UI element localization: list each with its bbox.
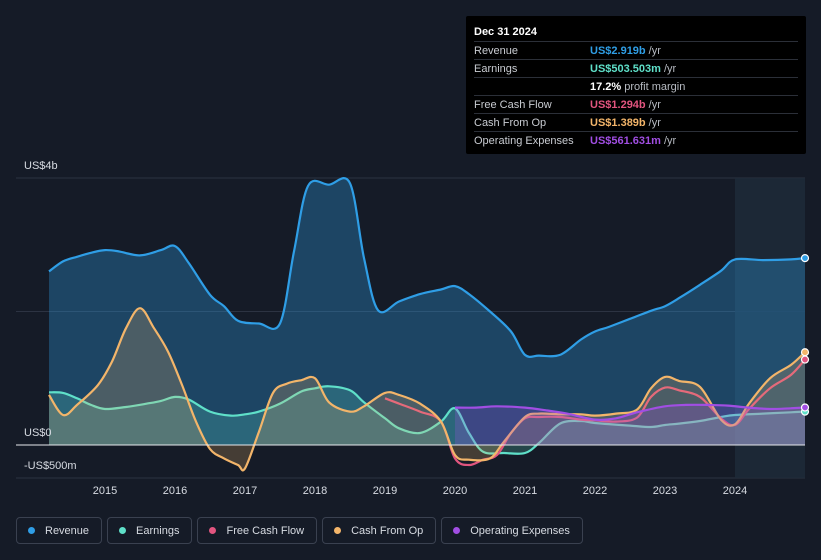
legend-dot-icon [453,527,461,534]
cash-from-op-area [49,308,805,471]
legend: Revenue Earnings Free Cash Flow Cash From O… [16,517,583,544]
tooltip-row-unit: profit margin [624,80,686,93]
tooltip-row-label: Operating Expenses [474,134,574,147]
y-label-zero: US$0 [24,427,52,439]
tooltip-row-value: US$503.503m [590,62,661,75]
x-tick-label: 2022 [582,485,608,497]
revenue-area [49,178,805,445]
forecast-region [735,178,805,478]
legend-dot-icon [28,527,35,534]
tooltip-row-value: US$2.919b [590,44,646,57]
x-tick-label: 2016 [162,485,188,497]
data-tooltip: Dec 31 2024 Revenue US$2.919b/yr Earnings U… [466,16,806,154]
legend-dot-icon [119,527,127,534]
tooltip-row: Free Cash Flow US$1.294b/yr [474,95,798,113]
operating-expenses-line [454,403,806,422]
tooltip-row-unit: /yr [663,134,677,147]
revenue-line [48,177,806,358]
x-tick-label: 2017 [232,485,258,497]
tooltip-row-value: 17.2% [590,80,622,93]
tooltip-row-unit: /yr [648,44,661,57]
x-tick-label: 2021 [512,485,538,497]
legend-item-earnings[interactable]: Earnings [107,517,193,544]
operating-expenses-end-point [800,403,810,412]
x-tick-label: 2020 [442,485,468,497]
legend-label: Revenue [45,524,90,537]
x-tick-label: 2023 [652,485,678,497]
tooltip-row-label: Free Cash Flow [474,98,552,111]
x-tick-label: 2015 [92,485,118,497]
tooltip-row: Operating Expenses US$561.631m/yr [474,131,798,149]
legend-item-free-cash-flow[interactable]: Free Cash Flow [197,517,318,544]
cash-from-op-line [48,307,806,472]
legend-label: Operating Expenses [470,524,570,537]
legend-dot-icon [334,527,342,534]
legend-item-operating-expenses[interactable]: Operating Expenses [441,517,583,544]
tooltip-row: Cash From Op US$1.389b/yr [474,113,798,131]
earnings-area [49,386,805,454]
legend-item-cash-from-op[interactable]: Cash From Op [322,517,437,544]
y-label-bottom: -US$500m [24,460,77,472]
tooltip-row: Earnings US$503.503m/yr [474,59,798,77]
revenue-end-point [800,254,810,263]
tooltip-row-value: US$1.389b [590,116,646,129]
y-label-top: US$4b [24,160,58,172]
free-cash-flow-end-point [800,355,810,364]
legend-label: Earnings [136,524,180,537]
legend-item-revenue[interactable]: Revenue [16,517,103,544]
operating-expenses-area [455,404,805,445]
tooltip-row-value: US$1.294b [590,98,646,111]
tooltip-date: Dec 31 2024 [474,26,537,38]
x-tick-label: 2018 [302,485,328,497]
earnings-line [48,385,806,455]
tooltip-row-value: US$561.631m [590,134,661,147]
x-tick-label: 2019 [372,485,398,497]
legend-label: Free Cash Flow [226,524,305,537]
tooltip-row-unit: /yr [648,116,661,129]
tooltip-row-label: Cash From Op [474,116,547,129]
tooltip-row: Revenue US$2.919b/yr [474,41,798,59]
tooltip-row-label: Earnings [474,62,518,75]
cash-from-op-end-point [800,348,810,357]
legend-dot-icon [209,527,217,534]
tooltip-row: 17.2% profit margin [474,77,798,95]
tooltip-row-unit: /yr [663,62,677,75]
tooltip-row-label: Revenue [474,44,519,57]
tooltip-row-unit: /yr [648,98,661,111]
legend-label: Cash From Op [351,524,424,537]
x-tick-label: 2024 [722,485,748,497]
